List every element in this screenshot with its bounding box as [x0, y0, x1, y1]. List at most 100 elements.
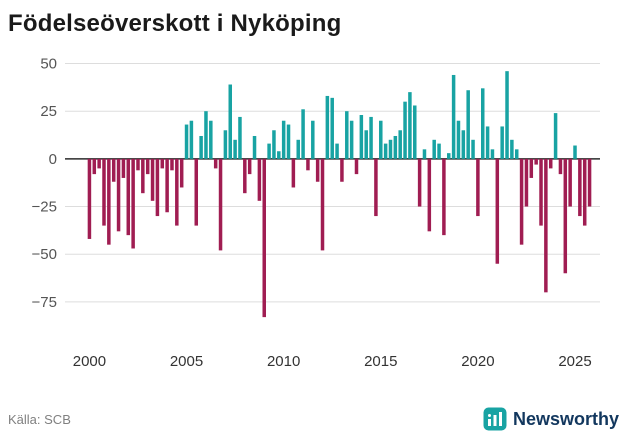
bar — [315, 158, 320, 182]
bar — [209, 120, 213, 159]
y-axis-tick-label: 0 — [49, 151, 57, 168]
bar — [170, 158, 174, 171]
bar — [204, 111, 208, 159]
brand[interactable]: Newsworthy — [483, 407, 619, 431]
bar — [563, 158, 568, 274]
bar — [369, 116, 373, 159]
bar — [131, 158, 135, 249]
bar — [291, 158, 296, 188]
bar — [481, 88, 485, 159]
bar — [325, 95, 330, 159]
bar — [267, 143, 271, 159]
bar — [194, 158, 199, 226]
bar — [413, 105, 417, 159]
bar — [393, 135, 398, 159]
bar — [578, 158, 582, 217]
bar — [359, 115, 364, 159]
y-axis-tick-label: −50 — [32, 246, 57, 263]
bar — [238, 116, 242, 159]
bar — [243, 158, 247, 194]
bar — [548, 158, 553, 169]
bar — [150, 158, 155, 201]
newsworthy-logo-icon — [483, 407, 507, 431]
bar — [233, 139, 237, 159]
bar — [461, 130, 466, 159]
bar — [529, 158, 534, 178]
bar — [544, 158, 548, 293]
bar — [228, 84, 232, 159]
bar — [379, 120, 383, 159]
bar — [417, 158, 422, 207]
bar — [116, 158, 121, 232]
bar — [97, 158, 101, 169]
bar — [553, 113, 558, 159]
bar — [111, 158, 116, 182]
bar — [87, 158, 92, 239]
bar — [539, 158, 543, 226]
bar — [330, 97, 334, 159]
bar — [301, 109, 305, 159]
bar — [155, 158, 160, 217]
x-axis-tick-label: 2020 — [461, 353, 494, 370]
x-axis-tick-label: 2015 — [364, 353, 397, 370]
bar — [102, 158, 106, 226]
bar — [451, 74, 456, 159]
bar — [573, 145, 577, 159]
bar — [281, 120, 286, 159]
bar — [442, 158, 446, 236]
bar — [514, 149, 519, 159]
bar — [160, 158, 165, 169]
chart-area: 50 25 0 −25 −50 −75 2000 2005 2010 2015 2020 2025 — [0, 40, 631, 385]
bar — [165, 158, 169, 213]
bar — [286, 124, 291, 159]
bar — [320, 158, 325, 251]
bar — [107, 158, 111, 245]
bar — [432, 139, 436, 159]
bar — [213, 158, 218, 169]
bar — [141, 158, 145, 194]
bar — [136, 158, 140, 171]
source-label: Källa: SCB — [8, 411, 71, 427]
bar — [272, 130, 276, 159]
bar — [568, 158, 572, 207]
bar — [403, 101, 407, 159]
y-axis-tick-label: 50 — [40, 56, 57, 73]
bar — [277, 151, 281, 159]
x-axis-tick-label: 2000 — [73, 353, 106, 370]
y-axis-tick-label: −25 — [32, 199, 57, 216]
bar — [505, 71, 509, 159]
bar — [437, 143, 441, 159]
x-axis-tick-label: 2025 — [558, 353, 591, 370]
bar — [223, 130, 228, 159]
bar — [306, 158, 310, 171]
bar — [247, 158, 252, 175]
bar — [485, 126, 490, 159]
bar — [476, 158, 480, 217]
bar — [398, 130, 402, 159]
bar — [519, 158, 524, 245]
bar — [582, 158, 587, 226]
bar — [296, 139, 300, 159]
bar — [383, 143, 388, 159]
bar — [456, 120, 461, 159]
bar — [388, 139, 393, 159]
bar — [534, 158, 538, 165]
bar — [495, 158, 500, 264]
y-axis-tick-label: −75 — [32, 294, 57, 311]
bar — [262, 158, 266, 318]
bar — [199, 135, 203, 159]
bar — [335, 143, 339, 159]
bar — [422, 149, 427, 159]
y-axis-tick-label: 25 — [40, 103, 57, 120]
bar — [121, 158, 126, 178]
bar — [340, 158, 344, 182]
bar — [175, 158, 179, 226]
bar — [510, 139, 514, 159]
bar — [587, 158, 592, 207]
brand-wordmark: Newsworthy — [512, 408, 619, 429]
bar — [427, 158, 432, 232]
bar — [364, 130, 368, 159]
bar — [345, 111, 349, 159]
bar — [179, 158, 184, 188]
